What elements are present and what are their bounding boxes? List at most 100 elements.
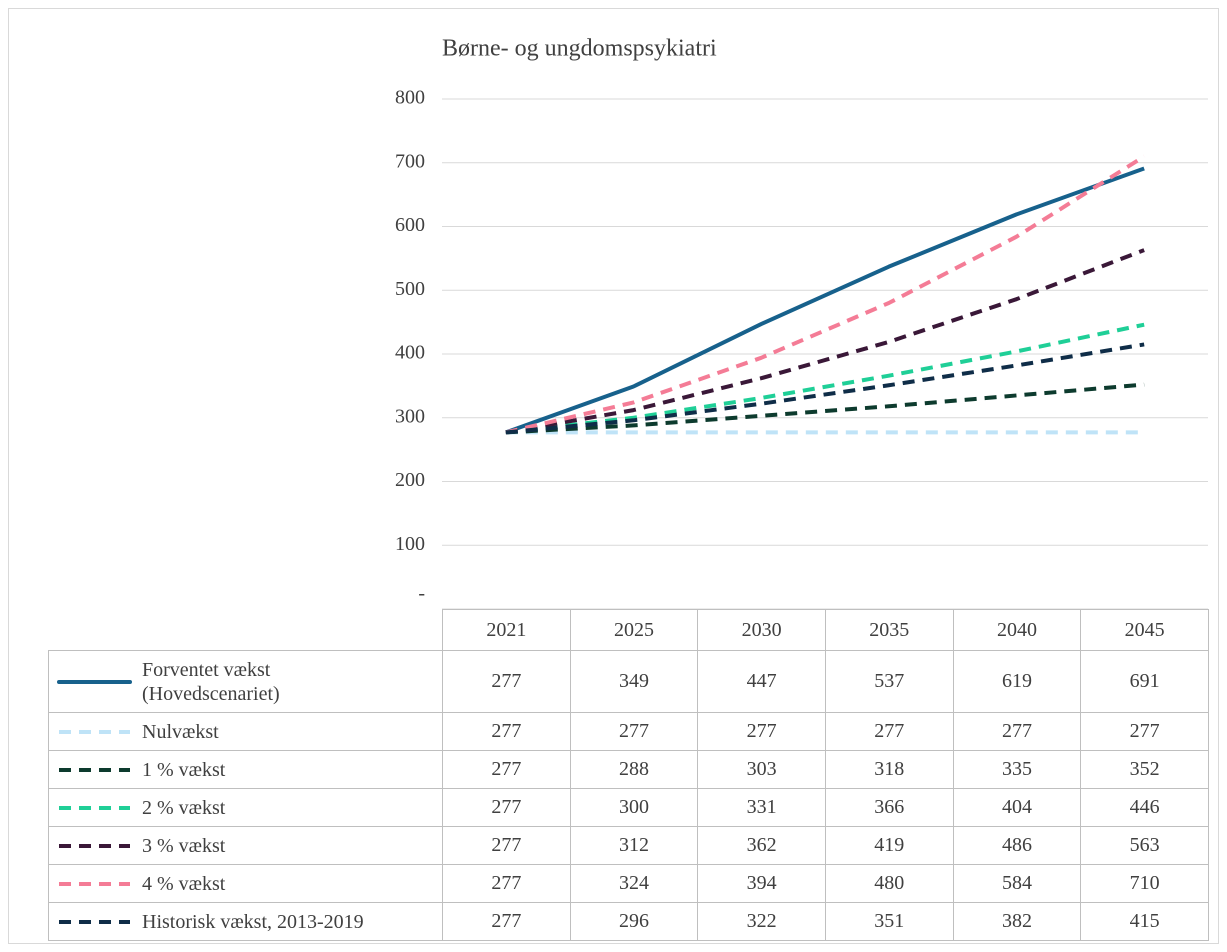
legend-cell: Nulvækst [48,712,443,751]
series-row: Nulvækst 277 277 277 277 277 277 [48,712,1209,751]
value-cell: 277 [442,902,571,941]
corner-cell [48,609,443,651]
legend-label: 2 % vækst [142,796,226,819]
legend-label: 1 % vækst [142,758,226,781]
value-cell: 277 [442,826,571,865]
legend-cell: 2 % vækst [48,788,443,827]
year-header: 2035 [824,609,954,651]
y-tick-label: 200 [395,469,425,491]
value-cell: 537 [824,650,954,713]
value-cell: 710 [1080,864,1209,903]
legend-entry: 4 % vækst [57,872,442,896]
value-cell: 277 [824,712,954,751]
value-cell: 324 [569,864,699,903]
series-row: Historisk vækst, 2013-2019 277 296 322 351 38… [48,902,1209,941]
legend-label: Historisk vækst, 2013-2019 [142,910,364,933]
legend-key [59,767,130,772]
data-table: 2021 2025 2030 2035 2040 2045 Forventet vækst … [48,609,1209,941]
value-cell: 303 [697,750,826,789]
value-cell: 312 [569,826,699,865]
legend-key [59,805,130,810]
y-tick-label: 400 [395,342,425,364]
legend-key [57,679,132,684]
series-line [505,154,1146,435]
value-cell: 349 [569,650,699,713]
y-tick-label: 300 [395,405,425,427]
chart-title: Børne- og ungdomspsykiatri [442,36,717,62]
y-tick-label: 800 [395,87,425,109]
legend-cell: Forventet vækst (Hovedscenariet) [48,650,443,713]
series-row: Forventet vækst (Hovedscenariet) 277 349 44… [48,650,1209,713]
series-row: 1 % vækst 277 288 303 318 335 352 [48,750,1209,789]
series-line [505,382,1145,435]
year-header: 2040 [952,609,1082,651]
legend-entry: Nulvækst [57,720,442,744]
value-cell: 331 [697,788,826,827]
value-cell: 404 [952,788,1082,827]
legend-cell: 1 % vækst [48,750,443,789]
legend-key [59,919,130,924]
value-cell: 351 [824,902,954,941]
year-header: 2030 [697,609,826,651]
year-header: 2021 [442,609,571,651]
legend-label: 3 % vækst [142,834,226,857]
value-cell: 415 [1080,902,1209,941]
value-cell: 619 [952,650,1082,713]
legend-cell: 4 % vækst [48,864,443,903]
value-cell: 277 [442,788,571,827]
legend-entry: 3 % vækst [57,834,442,858]
value-cell: 691 [1080,650,1209,713]
value-cell: 563 [1080,826,1209,865]
series-line [505,322,1145,435]
legend-entry: 2 % vækst [57,796,442,820]
y-tick-label: 100 [395,533,425,555]
series-line [505,166,1145,435]
value-cell: 288 [569,750,699,789]
value-cell: 352 [1080,750,1209,789]
header-row: 2021 2025 2030 2035 2040 2045 [48,609,1209,651]
value-cell: 277 [569,712,699,751]
series-line [505,342,1145,435]
legend-entry: Historisk vækst, 2013-2019 [57,910,442,934]
year-header: 2025 [569,609,699,651]
value-cell: 447 [697,650,826,713]
legend-key [59,729,130,734]
value-cell: 300 [569,788,699,827]
value-cell: 277 [442,864,571,903]
y-tick-label: - [418,583,425,605]
value-cell: 486 [952,826,1082,865]
value-cell: 322 [697,902,826,941]
value-cell: 318 [824,750,954,789]
value-cell: 296 [569,902,699,941]
value-cell: 366 [824,788,954,827]
value-cell: 277 [442,712,571,751]
value-cell: 419 [824,826,954,865]
series-row: 3 % vækst 277 312 362 419 486 563 [48,826,1209,865]
legend-label: Forventet vækst (Hovedscenariet) [142,658,280,705]
value-cell: 480 [824,864,954,903]
value-cell: 584 [952,864,1082,903]
value-cell: 446 [1080,788,1209,827]
series-line [505,248,1145,435]
value-cell: 394 [697,864,826,903]
value-cell: 362 [697,826,826,865]
value-cell: 277 [1080,712,1209,751]
legend-key [59,881,130,886]
value-cell: 382 [952,902,1082,941]
y-tick-label: 500 [395,278,425,300]
y-tick-label: 600 [395,214,425,236]
value-cell: 277 [442,750,571,789]
legend-label: 4 % vækst [142,872,226,895]
year-header: 2045 [1080,609,1209,651]
series-row: 4 % vækst 277 324 394 480 584 710 [48,864,1209,903]
series-row: 2 % vækst 277 300 331 366 404 446 [48,788,1209,827]
legend-key [59,843,130,848]
legend-entry: 1 % vækst [57,758,442,782]
legend-cell: Historisk vækst, 2013-2019 [48,902,443,941]
value-cell: 277 [952,712,1082,751]
legend-entry: Forventet vækst (Hovedscenariet) [57,658,442,706]
legend-label: Nulvækst [142,720,219,743]
value-cell: 277 [697,712,826,751]
legend-cell: 3 % vækst [48,826,443,865]
